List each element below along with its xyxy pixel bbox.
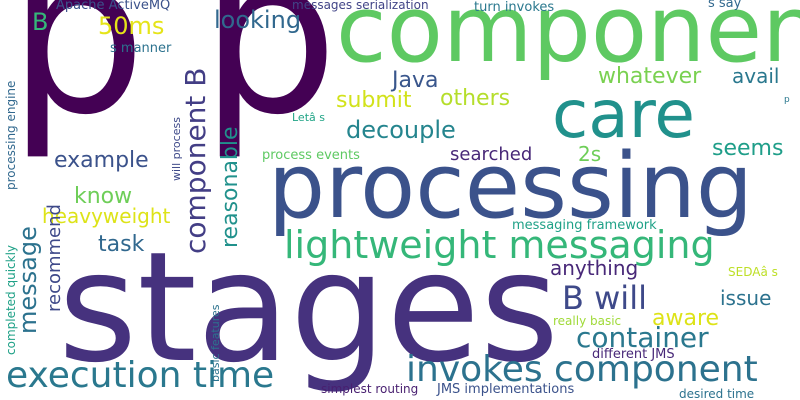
word-turn-invokes: turn invokes [474,0,555,15]
word-invokes-component: invokes component [406,349,758,390]
word-task: task [98,232,145,257]
word-messaging-framework: messaging framework [512,218,657,233]
word-really-basic: really basic [553,314,622,328]
word-completed-quickly-v: completed quickly [4,244,18,355]
word-s-manner: s manner [110,41,172,56]
word-processing-engine-v: processing engine [4,80,18,190]
word-avail: avail [732,64,780,88]
word-s-say: s say [708,0,742,11]
word-issue: issue [720,286,772,310]
word-seems: seems [712,136,784,161]
word-message-v: message [14,226,42,334]
word-heavyweight: heavyweight [42,204,171,228]
word-different-jms: different JMS [592,347,675,362]
word-jms-implementations: JMS implementations [437,382,575,397]
word-desired-time: desired time [679,387,755,400]
word-decouple: decouple [346,116,456,144]
word-b-top: B [32,8,49,36]
word-process-events: process events [262,148,360,163]
word-aware: aware [652,306,720,331]
word-simplest-routing: simplest routing [321,382,419,396]
word-submit: submit [336,88,412,113]
word-p-small: p [784,95,790,105]
word-50ms: 50ms [98,12,165,40]
word-lightweight-messaging: lightweight messaging [284,223,715,267]
word-messages-serialization: messages serialization [292,0,429,12]
word-component: component [336,0,800,83]
word-others: others [440,86,511,111]
word-apache-activemq: Apache ActiveMQ [56,0,171,13]
word-stages: stages [58,219,560,396]
word-searched: searched [450,144,533,165]
word-looking: looking [214,6,302,34]
word-example: example [54,148,149,173]
word-p2: p [200,0,339,163]
word-anything: anything [550,256,639,280]
word-know: know [74,184,133,209]
word-2s: 2s [578,142,602,166]
word-whatever: whatever [598,64,702,89]
word-processing: processing [268,134,754,239]
word-container: container [576,321,709,354]
word-component-b-v: component B [179,67,212,254]
word-lets: Letâ s [292,111,325,124]
word-execution-time: execution time [6,355,275,396]
word-recommend-v: recommend [44,204,65,312]
word-will-process-v: will process [170,117,183,181]
word-reasonable-v: reasonable [218,126,243,248]
word-care: care [552,76,696,153]
word-java: Java [392,68,439,93]
word-basic-features-v: basic features [209,304,222,383]
word-sedaa-s: SEDAâ s [728,265,778,279]
word-b-will: B will [562,279,647,317]
word-p1: p [8,0,147,163]
